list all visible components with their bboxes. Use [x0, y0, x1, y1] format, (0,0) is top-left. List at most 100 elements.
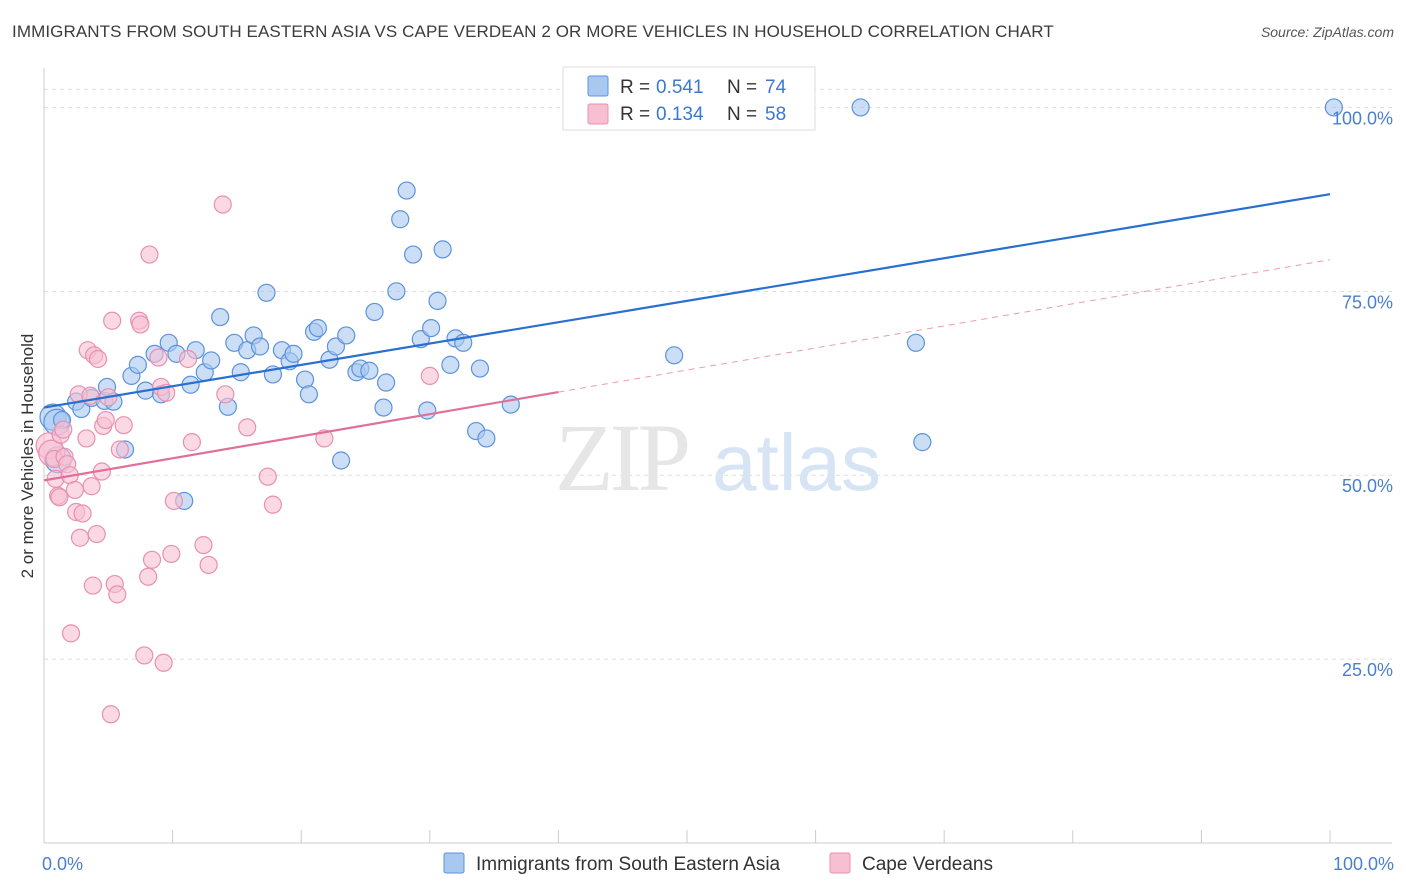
point-cape-verdeans: [238, 418, 257, 437]
point-immigrants: [337, 326, 356, 345]
point-immigrants: [128, 355, 147, 374]
y-tick-label: 100.0%: [1332, 108, 1393, 128]
point-cape-verdeans: [110, 440, 129, 459]
point-immigrants: [202, 351, 221, 370]
point-cape-verdeans: [96, 410, 115, 430]
point-immigrants: [299, 385, 319, 404]
point-immigrants: [403, 245, 423, 264]
legend-r-value: 0.134: [656, 104, 704, 125]
point-immigrants: [433, 240, 452, 259]
watermark-atlas: atlas: [712, 418, 881, 507]
point-cape-verdeans: [103, 311, 122, 330]
point-cape-verdeans: [82, 477, 101, 496]
point-immigrants: [397, 181, 416, 200]
legend-r-label: R =: [620, 104, 650, 125]
point-cape-verdeans: [258, 467, 277, 486]
legend-n-value: 58: [765, 104, 786, 125]
point-immigrants: [365, 302, 384, 322]
point-immigrants: [913, 433, 932, 452]
point-immigrants: [470, 359, 490, 378]
point-cape-verdeans: [420, 366, 439, 386]
point-cape-verdeans: [213, 195, 232, 214]
point-immigrants: [665, 346, 684, 365]
point-immigrants: [428, 291, 447, 310]
legend-n-label: N =: [727, 104, 757, 125]
point-immigrants: [331, 451, 351, 470]
legend-r-label: R =: [620, 77, 650, 98]
legend-n-value: 74: [765, 77, 787, 98]
point-cape-verdeans: [194, 535, 213, 555]
y-tick-label: 50.0%: [1342, 476, 1393, 496]
point-immigrants: [851, 98, 870, 117]
point-immigrants: [257, 283, 276, 302]
point-immigrants: [211, 307, 230, 327]
point-cape-verdeans: [178, 349, 198, 369]
data-points: [35, 98, 1343, 724]
point-cape-verdeans: [131, 315, 150, 334]
x-tick-label-max: 100.0%: [1333, 854, 1394, 874]
point-immigrants: [1324, 98, 1343, 117]
point-cape-verdeans: [139, 567, 158, 586]
point-cape-verdeans: [164, 491, 183, 511]
series-swatch-pink: [829, 852, 851, 874]
point-cape-verdeans: [114, 416, 133, 435]
watermark-zip: ZIP: [555, 404, 688, 511]
point-cape-verdeans: [88, 349, 108, 369]
point-immigrants: [477, 429, 496, 448]
point-cape-verdeans: [140, 245, 159, 264]
point-immigrants: [374, 398, 393, 417]
y-tick-label: 75.0%: [1342, 292, 1393, 312]
series-legend: Immigrants from South Eastern Asia Cape …: [443, 852, 993, 875]
point-cape-verdeans: [199, 555, 218, 575]
y-axis-title: 2 or more Vehicles in Household: [18, 334, 37, 579]
point-immigrants: [421, 318, 441, 338]
point-cape-verdeans: [142, 550, 162, 569]
point-immigrants: [387, 282, 406, 301]
point-cape-verdeans: [73, 504, 92, 523]
point-immigrants: [391, 210, 410, 229]
point-immigrants: [906, 333, 926, 352]
point-cape-verdeans: [65, 480, 84, 500]
point-immigrants: [231, 363, 250, 382]
point-cape-verdeans: [162, 544, 181, 564]
point-cape-verdeans: [77, 429, 96, 448]
point-cape-verdeans: [149, 348, 168, 367]
point-immigrants: [284, 344, 303, 363]
point-cape-verdeans: [50, 488, 69, 507]
legend-swatch-blue: [587, 75, 609, 97]
series-swatch-blue: [443, 852, 465, 874]
stats-legend: R = 0.541 N = 74 R = 0.134 N = 58: [562, 66, 816, 131]
point-cape-verdeans: [70, 528, 90, 547]
trend-line-cape-verdeans: [43, 391, 559, 482]
legend-r-value: 0.541: [656, 77, 704, 98]
point-cape-verdeans: [135, 646, 154, 665]
point-cape-verdeans: [182, 433, 201, 452]
point-immigrants: [250, 337, 270, 356]
point-cape-verdeans: [216, 385, 235, 404]
watermark: ZIP atlas: [555, 404, 881, 511]
source-credit: Source: ZipAtlas.com: [1260, 24, 1394, 40]
point-cape-verdeans: [154, 653, 173, 672]
trend-line-immigrants: [43, 193, 1331, 409]
legend-swatch-pink: [587, 103, 609, 125]
trend-line-cape-verdeans-extended: [558, 259, 1331, 393]
y-tick-labels: 25.0% 50.0% 75.0% 100.0%: [1332, 108, 1393, 680]
point-immigrants: [360, 361, 379, 380]
point-cape-verdeans: [263, 495, 283, 514]
point-cape-verdeans: [108, 585, 127, 604]
point-cape-verdeans: [83, 576, 102, 595]
point-immigrants: [308, 318, 328, 338]
point-cape-verdeans: [101, 705, 120, 724]
point-immigrants: [441, 355, 460, 374]
point-cape-verdeans: [315, 429, 334, 448]
point-cape-verdeans: [87, 524, 106, 544]
legend-n-label: N =: [727, 77, 757, 98]
chart-title: IMMIGRANTS FROM SOUTH EASTERN ASIA VS CA…: [12, 22, 1054, 41]
point-cape-verdeans: [54, 420, 73, 439]
x-tick-labels: 0.0% 100.0%: [42, 854, 1394, 874]
series-label-immigrants: Immigrants from South Eastern Asia: [476, 854, 781, 875]
trend-lines: [43, 193, 1331, 482]
x-tick-label-min: 0.0%: [42, 854, 83, 874]
series-label-cape-verdeans: Cape Verdeans: [862, 854, 993, 875]
